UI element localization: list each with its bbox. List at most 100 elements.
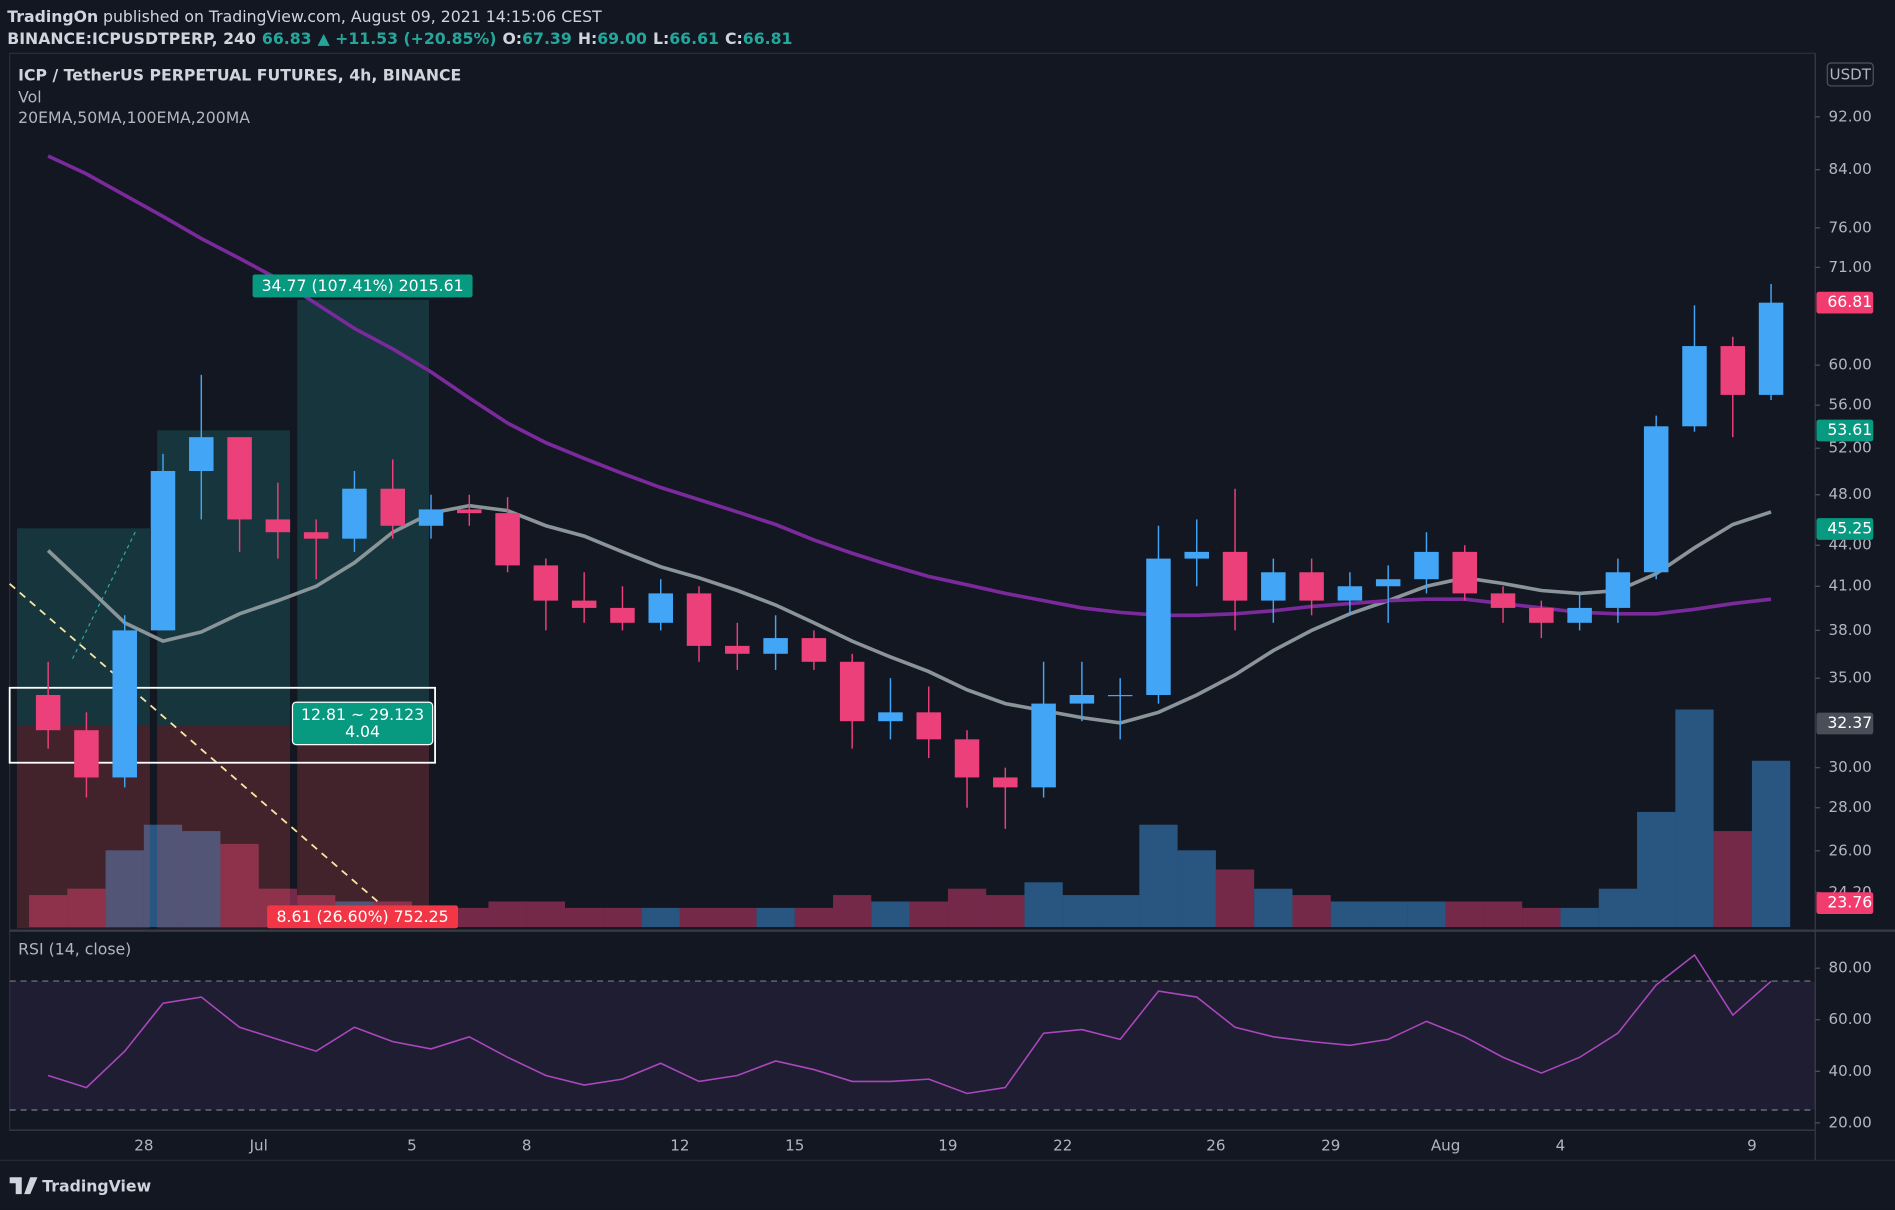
y-tick-label: 60.00 <box>1829 1010 1872 1028</box>
volume-bar <box>1751 760 1791 928</box>
y-tick-label: 40.00 <box>1829 1062 1872 1080</box>
ohlc-label: H: <box>578 28 597 47</box>
y-tick-label: 60.00 <box>1829 356 1872 374</box>
annotation: 4.04 <box>345 722 380 741</box>
volume-bar <box>1062 895 1102 928</box>
candle-body <box>1107 694 1133 697</box>
volume-bar <box>1254 888 1293 928</box>
chart-frame <box>9 52 1816 1131</box>
candle-body <box>112 630 137 778</box>
x-tick-label: 22 <box>1053 1136 1072 1154</box>
volume-bar <box>67 888 106 928</box>
volume-bar <box>833 895 872 928</box>
publisher: TradingOn <box>7 7 98 26</box>
y-tick-label: 41.00 <box>1829 577 1872 595</box>
candle-body <box>1605 572 1631 608</box>
volume-bar <box>1292 895 1331 928</box>
x-tick-label: 9 <box>1747 1136 1757 1154</box>
candle-body <box>571 600 597 608</box>
volume-bar <box>679 907 719 928</box>
volume-bar <box>986 895 1025 928</box>
price-badge-label: 32.37 <box>1827 713 1872 732</box>
volume-bar <box>603 907 642 928</box>
price-badge <box>1816 518 1874 540</box>
axes: 92.00 84.00 76.00 71.00 60.00 56.00 52.00 48.00… <box>134 107 1874 1154</box>
ohlc-label: C: <box>725 28 743 47</box>
y-tick-label: 84.00 <box>1829 160 1872 178</box>
price-badge-label: 53.61 <box>1827 420 1872 439</box>
price-badge <box>1816 419 1874 442</box>
volume-bar <box>1177 850 1216 928</box>
candle-body <box>1758 302 1784 395</box>
candle-body <box>725 645 750 654</box>
trend-line <box>71 531 136 660</box>
volume-bar <box>1215 869 1255 928</box>
volume-bar <box>1598 888 1638 928</box>
x-tick-label: Aug <box>1431 1136 1460 1154</box>
candles <box>35 283 1784 829</box>
candle-body <box>1261 572 1286 601</box>
price-badge-label: 45.25 <box>1827 518 1872 537</box>
candle-body <box>1720 346 1746 395</box>
candle-body <box>418 509 444 526</box>
long-target-zone <box>157 430 291 726</box>
volume-bar <box>1637 811 1676 928</box>
y-tick-label: 52.00 <box>1829 439 1872 457</box>
change: ▲ +11.53 (+20.85%) <box>318 28 497 47</box>
candle-body <box>878 712 903 722</box>
annotation: 34.77 (107.41%) 2015.61 <box>262 276 464 295</box>
moving-average-line <box>46 503 1772 725</box>
candle-body <box>1069 694 1095 704</box>
candle-body <box>74 730 99 778</box>
moving-average-line <box>47 154 1772 618</box>
volume-bar <box>1407 901 1446 928</box>
y-tick-label: 76.00 <box>1829 218 1872 236</box>
ohlc-label: O: <box>502 28 522 47</box>
price-badge-label: 66.81 <box>1827 292 1872 311</box>
volume-bar <box>909 901 948 928</box>
y-tick-label: 56.00 <box>1829 396 1872 414</box>
rsi-title: RSI (14, close) <box>18 940 131 959</box>
candle-body <box>1031 703 1056 788</box>
label-box <box>267 905 459 929</box>
candle-body <box>763 638 788 654</box>
volume-bar <box>1139 824 1178 928</box>
candle-body <box>1222 551 1248 601</box>
candle-body <box>1184 551 1210 559</box>
volume-bar <box>1713 831 1752 928</box>
ohlc-value: 66.61 <box>669 28 719 47</box>
candle-body <box>916 712 941 740</box>
candle-body <box>1375 579 1401 587</box>
price-badge <box>1816 712 1874 735</box>
stop-zone <box>157 725 291 929</box>
candle-body <box>839 661 865 722</box>
stop-zone <box>297 725 430 929</box>
x-tick-label: 28 <box>134 1136 153 1154</box>
candle-body <box>1529 607 1554 623</box>
candle-body <box>1682 346 1707 427</box>
candle-body <box>1337 586 1363 601</box>
drawing-labels: 34.77 (107.41%) 2015.61 12.81 ~ 29.123 4… <box>252 274 473 929</box>
logo: TradingView <box>9 1176 151 1195</box>
trend-line <box>9 583 382 905</box>
x-tick-label: 29 <box>1321 1136 1340 1154</box>
rsi-band-fill <box>9 981 1816 1111</box>
candle-body <box>342 488 367 539</box>
annotation: 12.81 ~ 29.123 <box>301 705 424 724</box>
candle-body <box>1490 593 1516 608</box>
candle-body <box>993 777 1018 788</box>
y-tick-label: 35.00 <box>1829 669 1872 687</box>
volume-layer <box>29 709 1791 928</box>
candle-body <box>150 471 176 631</box>
volume-bar <box>143 824 183 928</box>
candle-body <box>457 509 482 514</box>
label-box <box>291 701 434 746</box>
last-price: 66.83 <box>262 28 312 47</box>
candle-body <box>189 437 214 472</box>
candle-body <box>35 694 61 731</box>
volume-bar <box>220 843 259 928</box>
x-tick-label: 15 <box>785 1136 804 1154</box>
volume-bar <box>450 907 489 928</box>
volume-bar <box>1101 895 1140 928</box>
